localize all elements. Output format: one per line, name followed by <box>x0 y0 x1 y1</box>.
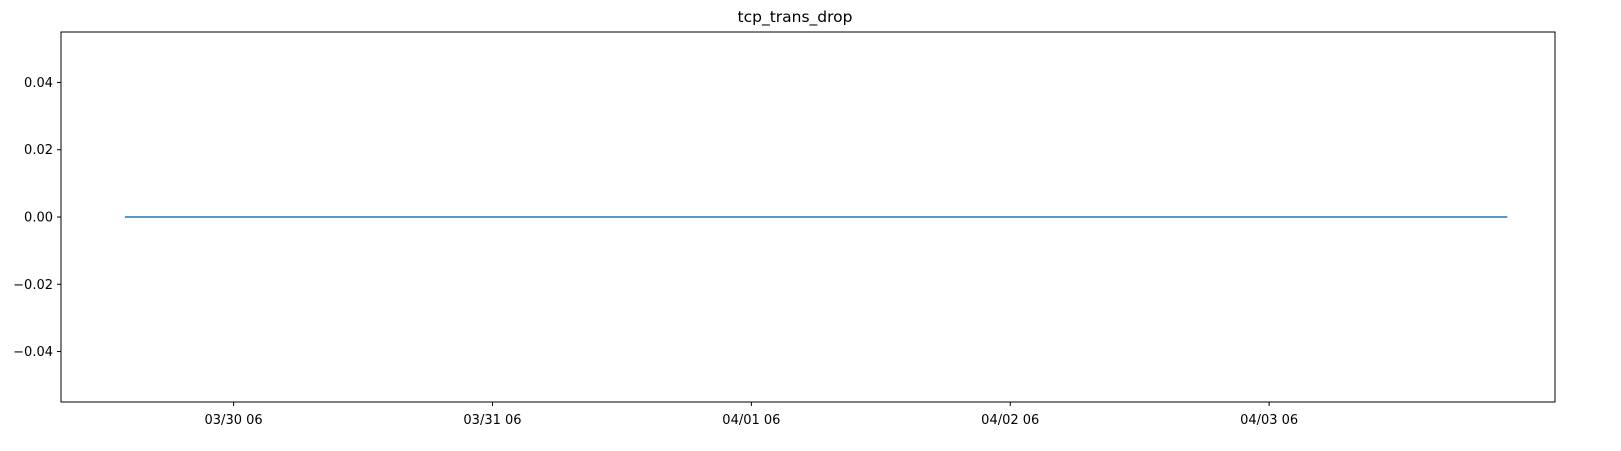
chart-title: tcp_trans_drop <box>738 8 853 27</box>
axes-frame <box>60 31 1556 403</box>
plot-area: −0.04 −0.02 0.00 0.02 0.04 03/30 06 03/31 06 04… <box>13 76 1508 428</box>
x-tick-label: 04/01 06 <box>722 413 780 428</box>
y-tick-label: −0.02 <box>13 278 53 293</box>
y-tick-label: 0.00 <box>24 211 53 226</box>
y-tick-label: 0.02 <box>24 143 53 158</box>
x-tick-label: 04/03 06 <box>1240 413 1298 428</box>
x-tick-label: 03/31 06 <box>463 413 521 428</box>
y-tick-label: 0.04 <box>24 76 53 91</box>
x-tick-label: 03/30 06 <box>205 413 263 428</box>
y-tick-label: −0.04 <box>13 345 53 360</box>
x-tick-label: 04/02 06 <box>981 413 1039 428</box>
